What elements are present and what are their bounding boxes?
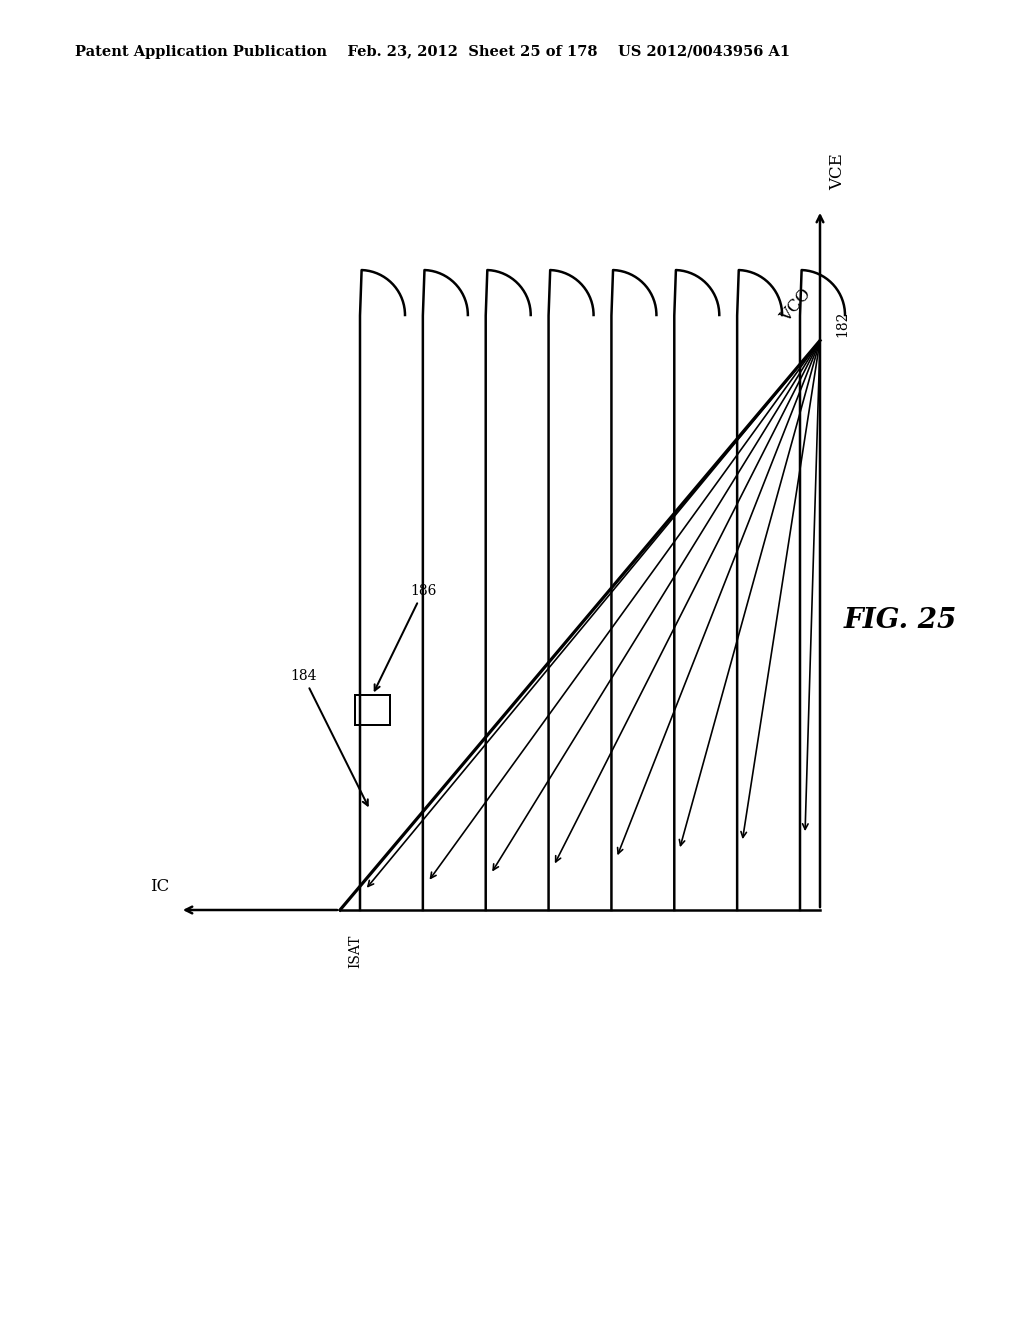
Text: FIG. 25: FIG. 25 — [844, 606, 956, 634]
Text: VCO: VCO — [777, 285, 815, 326]
Text: 186: 186 — [375, 583, 436, 690]
Text: IC: IC — [151, 878, 170, 895]
Text: 182: 182 — [835, 310, 849, 337]
Text: Patent Application Publication    Feb. 23, 2012  Sheet 25 of 178    US 2012/0043: Patent Application Publication Feb. 23, … — [75, 45, 791, 59]
Text: 184: 184 — [290, 669, 368, 805]
Text: ISAT: ISAT — [348, 935, 362, 969]
Bar — [355, 696, 390, 725]
Text: VCE: VCE — [829, 153, 847, 190]
